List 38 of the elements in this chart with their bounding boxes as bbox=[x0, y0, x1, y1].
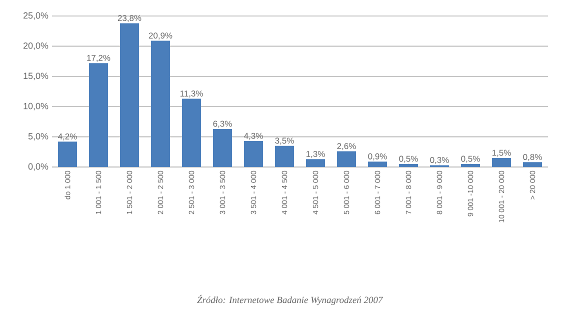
bar bbox=[399, 164, 418, 167]
bar bbox=[58, 142, 77, 167]
data-label: 17,2% bbox=[87, 54, 110, 62]
y-tick-label: 10,0% bbox=[24, 102, 48, 110]
data-label: 0,8% bbox=[523, 154, 542, 161]
y-tick-label: 5,0% bbox=[28, 133, 48, 140]
data-label: 0,3% bbox=[430, 157, 449, 164]
bar bbox=[151, 40, 170, 167]
data-label: 4,3% bbox=[244, 132, 263, 140]
data-label: 4,2% bbox=[58, 133, 77, 140]
bar bbox=[337, 151, 356, 167]
bar bbox=[213, 128, 232, 167]
data-label: 6,3% bbox=[213, 120, 232, 128]
y-tick-label: 15,0% bbox=[24, 72, 48, 80]
bar bbox=[461, 164, 480, 167]
bar bbox=[306, 159, 326, 167]
data-label: 11,3% bbox=[180, 90, 203, 98]
bar bbox=[182, 98, 201, 167]
bar bbox=[89, 63, 108, 167]
bar bbox=[244, 141, 264, 167]
data-label: 0,5% bbox=[461, 156, 480, 163]
data-label: 20,9% bbox=[148, 32, 172, 40]
data-label: 23,8% bbox=[118, 15, 142, 22]
bar bbox=[523, 162, 542, 167]
y-tick-label: 20,0% bbox=[24, 42, 48, 50]
data-label: 1,5% bbox=[492, 150, 511, 157]
data-label: 3,5% bbox=[275, 138, 294, 145]
data-label: 0,5% bbox=[399, 156, 418, 163]
data-label: 0,9% bbox=[368, 153, 387, 160]
bar bbox=[368, 162, 388, 167]
text: Źródło: Internetowe Badanie Wynagrodzeń 2007 bbox=[197, 294, 384, 306]
bar bbox=[492, 158, 512, 167]
bar bbox=[120, 23, 139, 167]
y-tick-label: 0,0% bbox=[28, 163, 48, 171]
data-label: 1,3% bbox=[306, 150, 325, 158]
bar bbox=[275, 146, 294, 167]
data-label: 2,6% bbox=[337, 143, 356, 150]
y-tick-label: 25,0% bbox=[24, 12, 48, 20]
